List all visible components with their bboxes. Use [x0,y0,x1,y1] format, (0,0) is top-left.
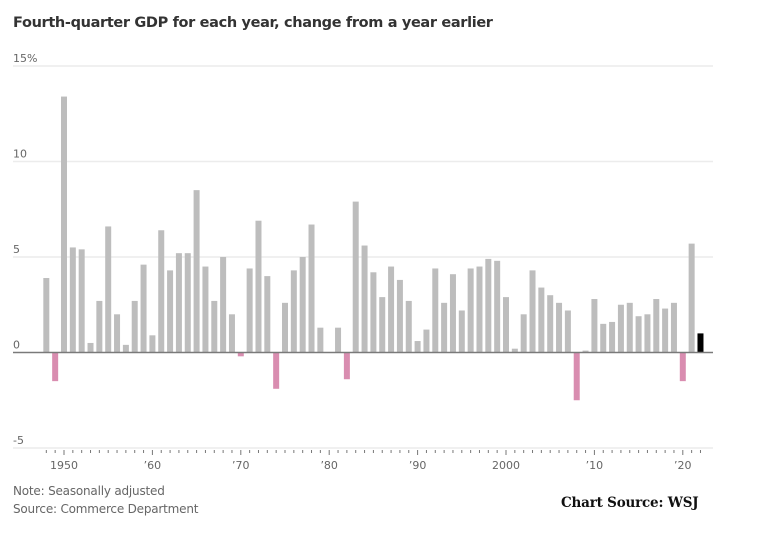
bar-1957: 1957: 0.4% [122,344,129,353]
bar-1956: 1956: 2% [114,314,121,353]
x-tick-label: ’60 [144,459,162,472]
bar-2017: 2017: 2.8% [653,299,660,353]
bar-1994: 1994: 4.1% [449,274,456,353]
bar-1949: 1949: -1.5% [52,352,59,382]
x-tick-label: ’70 [232,459,250,472]
bar-1983: 1983: 7.9% [352,201,359,353]
x-tick-label: 2000 [492,459,520,472]
chart-title: Fourth-quarter GDP for each year, change… [13,15,493,31]
bar-1953: 1953: 0.5% [87,342,94,353]
bar-2014: 2014: 2.6% [626,302,633,353]
bar-1963: 1963: 5.2% [175,253,182,353]
bar-1964: 1964: 5.2% [184,253,191,353]
bar-2002: 2002: 2% [520,314,527,353]
bar-1986: 1986: 2.9% [379,297,386,353]
bar-1962: 1962: 4.3% [167,270,174,353]
x-tick-label: ’80 [320,459,338,472]
bar-1959: 1959: 4.6% [140,264,147,353]
bar-2010: 2010: 2.8% [591,299,598,353]
bar-1987: 1987: 4.5% [388,266,395,353]
bar-1978: 1978: 6.7% [308,224,315,353]
bar-1991: 1991: 1.2% [423,329,430,353]
bar-2000: 2000: 2.9% [503,297,509,353]
bar-2011: 2011: 1.5% [600,323,607,353]
y-axis-labels: 15% 10 5 0 -5 [13,52,37,447]
bar-1976: 1976: 4.3% [290,270,297,353]
x-tick-label: 1950 [50,459,78,472]
bar-2020: 2020: -1.5% [679,352,686,382]
bar-1982: 1982: -1.4% [343,352,350,380]
bar-1958: 1958: 2.7% [131,300,138,353]
y-tick-label: 10 [13,148,27,161]
bar-2001: 2001: 0.2% [511,348,518,353]
bar-1970: 1970: -0.2% [237,352,244,357]
bar-1977: 1977: 5% [299,257,306,353]
bar-1996: 1996: 4.4% [467,268,474,353]
bar-2016: 2016: 2% [644,314,651,353]
bar-1972: 1972: 6.9% [255,220,262,353]
bar-2006: 2006: 2.6% [556,302,563,353]
bar-1951: 1951: 5.5% [69,247,76,353]
y-tick-label: -5 [13,434,24,447]
bar-1966: 1966: 4.5% [202,266,209,353]
x-axis: 1950 ’60 ’70 ’80 ’90 2000 ’10 ’20 [45,450,701,472]
bar-1985: 1985: 4.2% [370,272,377,353]
bar-1988: 1988: 3.8% [396,279,403,353]
x-tick-label: ’20 [674,459,692,472]
bar-1965: 1965: 8.5% [193,190,200,353]
bar-1948: 1948: 3.9% [43,278,50,353]
bar-1993: 1993: 2.6% [441,302,448,353]
bar-2007: 2007: 2.2% [564,310,571,353]
bar-1960: 1960: 0.9% [149,335,156,353]
bar-1973: 1973: 4% [264,276,271,353]
y-tick-label: 15% [13,52,37,65]
bar-2015: 2015: 1.9% [635,316,642,353]
bar-2018: 2018: 2.3% [662,308,669,353]
bar-1971: 1971: 4.4% [246,268,253,353]
bar-1995: 1995: 2.2% [458,310,465,353]
bar-1990: 1990: 0.6% [414,341,421,353]
y-tick-label: 5 [13,243,20,256]
bar-1968: 1968: 5% [220,257,227,353]
bar-1950: 1950: 13.4% [61,96,67,353]
bar-2021: 2021: 5.7% [688,243,695,353]
bar-1952: 1952: 5.4% [78,249,85,353]
chart-credit: Chart Source: WSJ [561,495,699,511]
bar-1997: 1997: 4.5% [476,266,483,353]
bar-1992: 1992: 4.4% [432,268,439,353]
bars: 1948: 3.9%1949: -1.5%1950: 13.4%1951: 5.… [43,96,704,401]
y-tick-label: 0 [13,339,20,352]
bar-2003: 2003: 4.3% [529,270,536,353]
x-tick-label: ’10 [586,459,604,472]
bar-1984: 1984: 5.6% [361,245,368,353]
bar-2009: 2009: 0.1% [582,350,589,353]
bar-1954: 1954: 2.7% [96,300,103,353]
bar-1981: 1981: 1.3% [335,327,342,353]
bar-2012: 2012: 1.6% [609,321,616,353]
bar-2004: 2004: 3.4% [538,287,545,353]
bar-2008: 2008: -2.5% [573,352,580,401]
bar-1955: 1955: 6.6% [105,226,112,353]
bar-2005: 2005: 3% [547,295,554,353]
bar-1975: 1975: 2.6% [282,302,288,353]
bar-1979: 1979: 1.3% [317,327,324,353]
x-tick-label: ’90 [409,459,427,472]
bar-1961: 1961: 6.4% [158,230,165,353]
bar-1967: 1967: 2.7% [211,300,218,353]
bar-1989: 1989: 2.7% [405,300,412,353]
bar-1999: 1999: 4.8% [494,260,501,353]
bar-2013: 2013: 2.5% [617,304,624,353]
bar-1969: 1969: 2% [228,314,235,353]
bar-2019: 2019: 2.6% [670,302,677,353]
note-text: Note: Seasonally adjusted [13,484,165,498]
source-text: Source: Commerce Department [13,502,199,516]
bar-1974: 1974: -1.9% [273,352,280,389]
bar-1998: 1998: 4.9% [485,258,492,353]
bar-2022: 2022: 1% [697,333,704,353]
